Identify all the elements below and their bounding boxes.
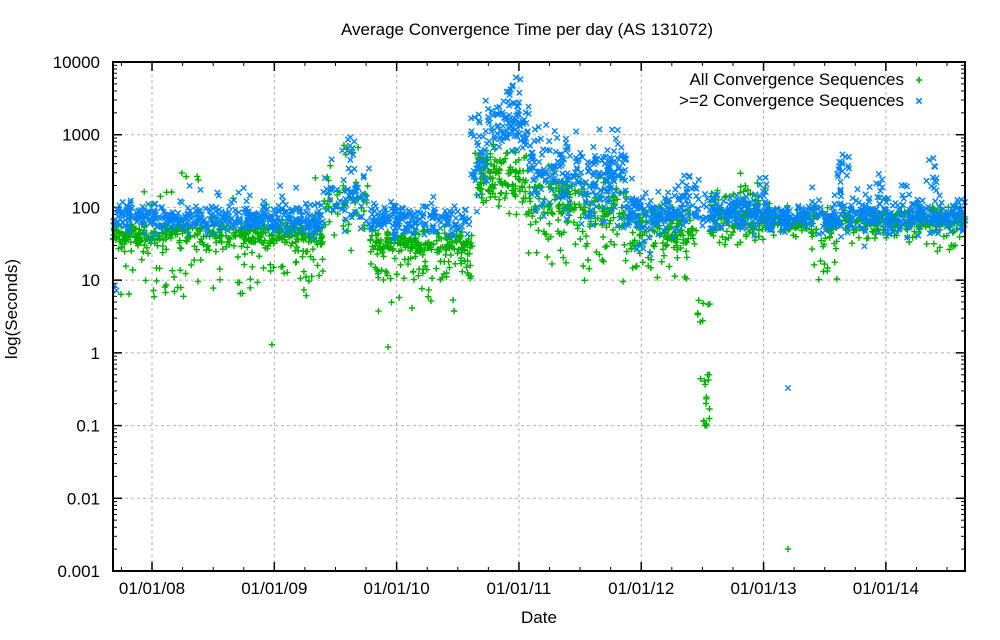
legend-label-all-sequences: All Convergence Sequences [689, 70, 904, 89]
gridlines [113, 62, 965, 571]
y-tick-label: 1 [91, 344, 100, 363]
x-tick-label: 01/01/11 [486, 579, 551, 598]
tick-labels: 10000 1000 100 10 1 0.1 0.01 0.001 01/01/08 01/01… [53, 53, 919, 598]
data-points [109, 74, 969, 553]
legend-marker-ge2-cross-icon [915, 97, 923, 105]
x-tick-label: 01/01/12 [608, 579, 674, 598]
x-tick-label: 01/01/14 [853, 579, 919, 598]
y-tick-label: 100 [72, 198, 100, 217]
legend-marker-all-plus-icon [915, 76, 923, 84]
x-tick-label: 01/01/13 [730, 579, 796, 598]
y-tick-label: 0.1 [76, 417, 100, 436]
legend-markers [915, 76, 923, 105]
plot-frame [112, 61, 966, 572]
y-tick-label: 10 [81, 271, 100, 290]
series-points-ge2 [110, 74, 969, 392]
x-tick-label: 01/01/08 [119, 579, 185, 598]
legend-label-ge2-sequences: >=2 Convergence Sequences [679, 91, 904, 110]
chart-title: Average Convergence Time per day (AS 131… [341, 20, 713, 39]
y-tick-label: 1000 [62, 126, 100, 145]
x-axis-label: Date [521, 608, 557, 627]
y-tick-label: 0.001 [57, 562, 100, 581]
y-tick-label: 10000 [53, 53, 100, 72]
x-tick-label: 01/01/09 [241, 579, 307, 598]
x-tick-label: 01/01/10 [364, 579, 430, 598]
y-axis-label: log(Seconds) [2, 259, 21, 359]
y-tick-label: 0.01 [67, 489, 100, 508]
series-points-all [109, 141, 968, 553]
